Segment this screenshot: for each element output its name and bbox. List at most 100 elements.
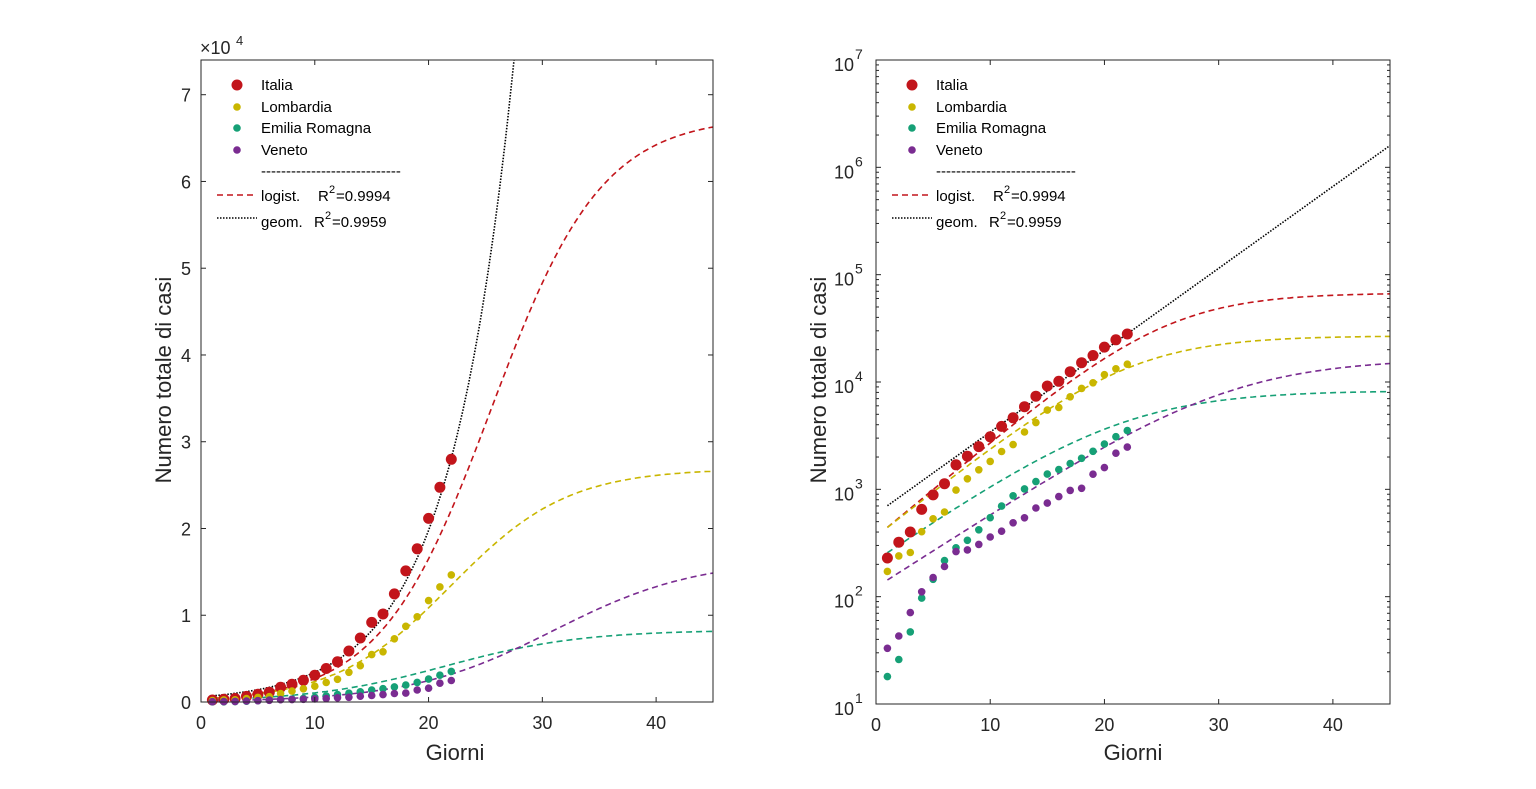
- legend-marker-lombardia: [233, 103, 241, 111]
- data-point-italia: [411, 543, 423, 555]
- x-tick-label: 40: [1323, 715, 1343, 735]
- y-tick-label-exponent: 4: [855, 368, 863, 384]
- data-point-veneto: [1043, 499, 1052, 507]
- data-point-italia: [309, 669, 321, 681]
- data-point-lombardia: [895, 552, 903, 560]
- data-point-veneto: [895, 632, 903, 640]
- legend-logistic-label: logist.: [261, 188, 300, 205]
- data-point-italia: [343, 645, 355, 657]
- data-point-lombardia: [986, 457, 994, 466]
- data-point-veneto: [1009, 519, 1017, 527]
- data-point-veneto: [1020, 514, 1029, 522]
- data-point-lombardia: [883, 567, 892, 576]
- data-point-veneto: [1089, 470, 1097, 479]
- data-point-emilia: [447, 667, 456, 676]
- data-point-veneto: [231, 697, 239, 706]
- data-point-lombardia: [1112, 365, 1120, 373]
- data-point-veneto: [929, 573, 937, 582]
- geometric-fit-line: [212, 60, 515, 697]
- data-point-italia: [445, 453, 457, 465]
- y-tick-label-exponent: 7: [855, 46, 863, 62]
- data-point-emilia: [413, 678, 422, 687]
- logistic-fit-line-emilia: [212, 630, 713, 701]
- data-point-lombardia: [952, 486, 960, 494]
- data-point-italia: [377, 608, 389, 620]
- data-point-emilia: [436, 671, 444, 679]
- logistic-fit-line-veneto: [886, 362, 1390, 581]
- data-point-veneto: [356, 692, 365, 700]
- data-point-italia: [275, 681, 287, 693]
- data-point-italia: [332, 656, 343, 668]
- data-point-italia: [1041, 380, 1053, 392]
- data-point-italia: [423, 512, 435, 524]
- data-point-emilia: [424, 675, 433, 683]
- data-point-lombardia: [390, 635, 399, 643]
- legend-geometric-label: geom.: [936, 214, 978, 231]
- x-tick-label: 30: [532, 713, 552, 733]
- data-point-lombardia: [1066, 393, 1074, 401]
- data-point-lombardia: [906, 548, 915, 557]
- data-point-veneto: [1112, 449, 1120, 458]
- data-point-veneto: [254, 696, 262, 705]
- data-point-veneto: [265, 696, 274, 705]
- linear-x-axis-label: Giorni: [426, 740, 485, 765]
- y-tick-label-exponent: 1: [855, 690, 863, 706]
- linear-y-exponent: ×10 4: [200, 33, 243, 58]
- data-point-veneto: [1123, 443, 1132, 451]
- data-point-emilia: [367, 686, 376, 694]
- y-tick-label: 10: [834, 592, 854, 612]
- data-point-lombardia: [1009, 440, 1017, 449]
- legend-marker-emilia: [233, 124, 241, 132]
- data-point-veneto: [322, 694, 331, 703]
- data-point-italia: [1064, 366, 1076, 378]
- data-point-emilia: [906, 628, 915, 636]
- data-point-italia: [950, 459, 962, 471]
- data-point-italia: [1098, 341, 1110, 353]
- y-tick-label: 5: [181, 259, 191, 279]
- data-point-italia: [996, 420, 1008, 432]
- data-point-emilia: [1077, 454, 1086, 463]
- data-point-veneto: [333, 694, 342, 702]
- data-point-emilia: [402, 681, 410, 689]
- legend-logistic-r2-sup: 2: [329, 184, 335, 196]
- logistic-fit-line-lombardia: [886, 335, 1390, 529]
- data-point-veneto: [413, 686, 422, 694]
- legend-label-italia: Italia: [936, 77, 968, 94]
- logistic-fit-line-italia: [886, 293, 1390, 529]
- data-point-lombardia: [963, 475, 972, 483]
- legend-logistic-label: logist.: [936, 188, 975, 205]
- legend-geometric-r2-letter: R: [314, 214, 325, 231]
- data-point-italia: [434, 481, 446, 493]
- data-point-lombardia: [333, 675, 342, 684]
- data-point-italia: [1087, 350, 1099, 361]
- data-point-emilia: [1032, 477, 1040, 486]
- legend-geometric-r2-value: =0.9959: [1007, 214, 1062, 231]
- data-point-veneto: [345, 693, 353, 702]
- data-point-italia: [984, 431, 996, 443]
- data-point-veneto: [940, 562, 949, 571]
- y-tick-label: 10: [834, 377, 854, 397]
- data-point-emilia: [883, 672, 892, 681]
- y-tick-label: 10: [834, 484, 854, 504]
- legend-label-italia: Italia: [261, 77, 293, 94]
- data-point-emilia: [895, 655, 903, 664]
- data-point-lombardia: [997, 447, 1006, 456]
- data-point-emilia: [986, 513, 994, 522]
- data-point-italia: [939, 478, 950, 490]
- linear-ticks: 0 10 20 30 40 0 1 2 3 4 5 6 7: [181, 60, 713, 733]
- x-tick-label: 40: [646, 713, 666, 733]
- data-point-lombardia: [940, 508, 949, 516]
- y-tick-label: 0: [181, 693, 191, 713]
- legend-label-lombardia: Lombardia: [936, 99, 1008, 116]
- data-point-italia: [1053, 375, 1065, 387]
- legend-marker-italia: [906, 79, 918, 91]
- data-point-emilia: [1043, 470, 1052, 478]
- logistic-fit-line-lombardia: [212, 470, 713, 699]
- data-point-lombardia: [1077, 384, 1086, 393]
- data-point-veneto: [975, 540, 983, 549]
- linear-legend: Italia Lombardia Emilia Romagna Veneto -----…: [217, 77, 401, 231]
- y-tick-label-exponent: 6: [855, 153, 863, 169]
- y-tick-label: 4: [181, 346, 191, 366]
